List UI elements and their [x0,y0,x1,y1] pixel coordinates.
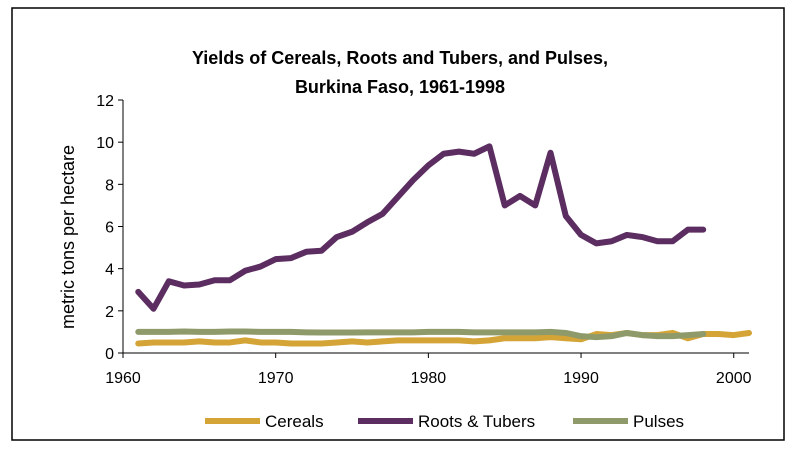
y-tick-label: 10 [96,135,114,152]
y-tick-label: 2 [105,304,114,321]
series-line [135,143,707,312]
series-line [135,328,707,341]
x-tick-label: 1990 [563,370,599,387]
y-tick-label: 4 [105,262,114,279]
chart-title: Yields of Cereals, Roots and Tubers, and… [192,48,608,68]
y-axis-label: metric tons per hectare [58,145,78,329]
y-tick-label: 6 [105,220,114,237]
legend-label: Cereals [265,412,324,431]
chart-border [11,7,785,441]
y-tick-label: 8 [105,177,114,194]
chart-title: Burkina Faso, 1961-1998 [295,77,505,97]
legend-label: Pulses [633,412,684,431]
y-tick-label: 0 [105,346,114,363]
x-tick-label: 1960 [105,370,141,387]
x-tick-label: 1980 [411,370,447,387]
x-tick-label: 2000 [716,370,752,387]
legend-label: Roots & Tubers [418,412,535,431]
x-tick-label: 1970 [258,370,294,387]
y-tick-label: 12 [96,93,114,110]
